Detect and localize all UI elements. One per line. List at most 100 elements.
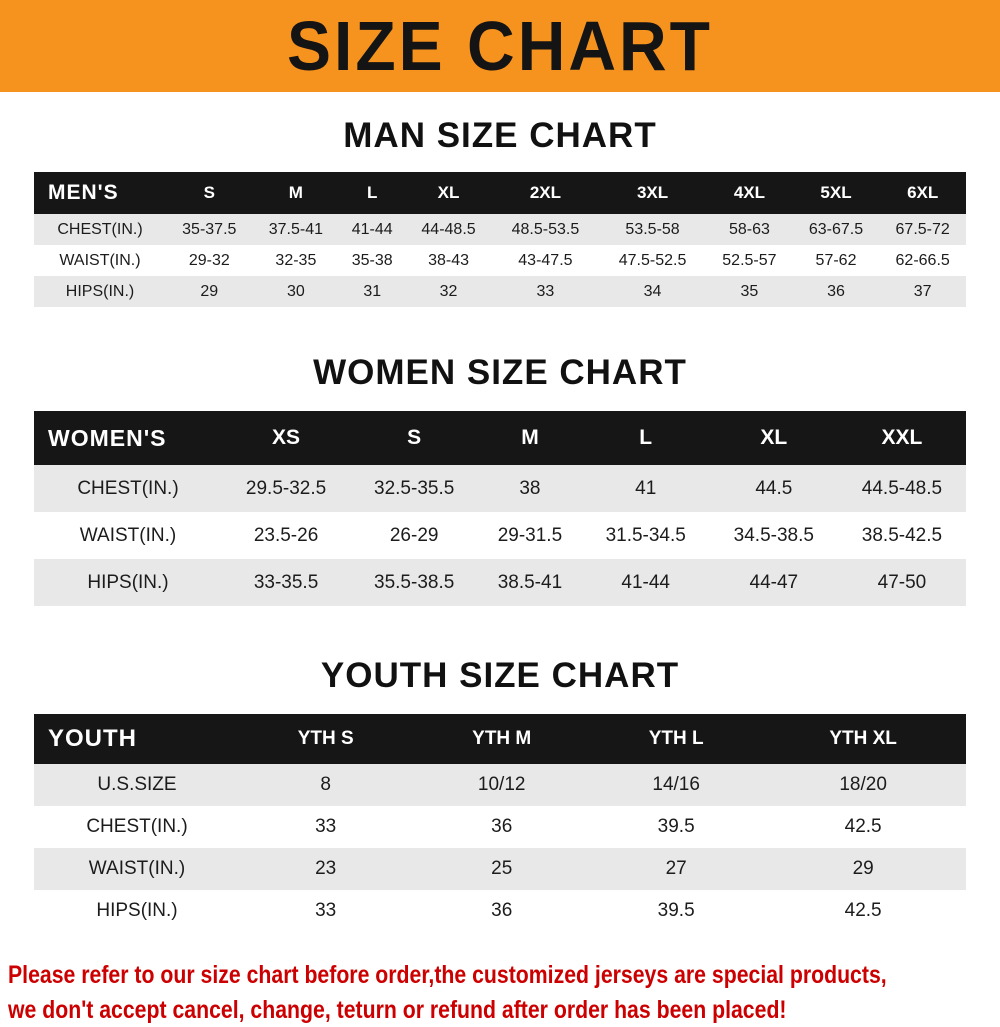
size-header-cell: L [339, 172, 405, 214]
table-title-cell: YOUTH [34, 714, 240, 764]
notice-line-2: we don't accept cancel, change, teturn o… [8, 993, 851, 1027]
value-cell: 42.5 [760, 806, 966, 848]
value-cell: 32 [405, 276, 492, 307]
row-label-cell: WAIST(IN.) [34, 848, 240, 890]
value-cell: 37.5-41 [253, 214, 340, 245]
size-header-cell: L [582, 411, 710, 465]
value-cell: 29 [760, 848, 966, 890]
value-cell: 33-35.5 [222, 559, 350, 606]
value-cell: 35-38 [339, 245, 405, 276]
value-cell: 33 [492, 276, 599, 307]
size-header-cell: 3XL [599, 172, 706, 214]
section-heading-women: WOMEN SIZE CHART [0, 353, 1000, 393]
size-header-cell: XL [405, 172, 492, 214]
size-header-cell: XS [222, 411, 350, 465]
value-cell: 42.5 [760, 890, 966, 932]
value-cell: 53.5-58 [599, 214, 706, 245]
footer-notice: Please refer to our size chart before or… [8, 958, 1000, 1027]
value-cell: 38.5-42.5 [838, 512, 966, 559]
value-cell: 10/12 [411, 764, 592, 806]
value-cell: 25 [411, 848, 592, 890]
size-header-cell: XXL [838, 411, 966, 465]
value-cell: 36 [411, 890, 592, 932]
section-heading-men: MAN SIZE CHART [0, 116, 1000, 156]
value-cell: 35 [706, 276, 793, 307]
size-header-cell: M [478, 411, 581, 465]
value-cell: 26-29 [350, 512, 478, 559]
table-title-cell: MEN'S [34, 172, 166, 214]
row-label-cell: HIPS(IN.) [34, 890, 240, 932]
value-cell: 29-32 [166, 245, 253, 276]
row-label-cell: HIPS(IN.) [34, 276, 166, 307]
size-header-cell: YTH S [240, 714, 411, 764]
value-cell: 48.5-53.5 [492, 214, 599, 245]
value-cell: 39.5 [592, 806, 760, 848]
size-header-cell: S [350, 411, 478, 465]
size-header-cell: YTH L [592, 714, 760, 764]
value-cell: 34 [599, 276, 706, 307]
value-cell: 44-48.5 [405, 214, 492, 245]
value-cell: 14/16 [592, 764, 760, 806]
size-header-cell: 5XL [793, 172, 880, 214]
size-header-cell: 6XL [879, 172, 966, 214]
value-cell: 18/20 [760, 764, 966, 806]
value-cell: 41-44 [339, 214, 405, 245]
value-cell: 23 [240, 848, 411, 890]
size-header-cell: 2XL [492, 172, 599, 214]
size-header-cell: 4XL [706, 172, 793, 214]
row-label-cell: HIPS(IN.) [34, 559, 222, 606]
value-cell: 36 [793, 276, 880, 307]
value-cell: 67.5-72 [879, 214, 966, 245]
value-cell: 57-62 [793, 245, 880, 276]
value-cell: 39.5 [592, 890, 760, 932]
table-title-cell: WOMEN'S [34, 411, 222, 465]
value-cell: 34.5-38.5 [710, 512, 838, 559]
size-header-cell: YTH M [411, 714, 592, 764]
value-cell: 62-66.5 [879, 245, 966, 276]
page-title: SIZE CHART [287, 6, 713, 86]
banner: SIZE CHART [0, 0, 1000, 92]
row-label-cell: CHEST(IN.) [34, 214, 166, 245]
value-cell: 29-31.5 [478, 512, 581, 559]
value-cell: 47-50 [838, 559, 966, 606]
value-cell: 35.5-38.5 [350, 559, 478, 606]
value-cell: 63-67.5 [793, 214, 880, 245]
value-cell: 32.5-35.5 [350, 465, 478, 512]
size-header-cell: XL [710, 411, 838, 465]
value-cell: 27 [592, 848, 760, 890]
row-label-cell: WAIST(IN.) [34, 512, 222, 559]
size-header-cell: M [253, 172, 340, 214]
row-label-cell: WAIST(IN.) [34, 245, 166, 276]
value-cell: 36 [411, 806, 592, 848]
section-heading-youth: YOUTH SIZE CHART [0, 656, 1000, 696]
value-cell: 35-37.5 [166, 214, 253, 245]
value-cell: 41 [582, 465, 710, 512]
value-cell: 44.5 [710, 465, 838, 512]
row-label-cell: CHEST(IN.) [34, 806, 240, 848]
value-cell: 23.5-26 [222, 512, 350, 559]
value-cell: 29 [166, 276, 253, 307]
value-cell: 30 [253, 276, 340, 307]
value-cell: 38 [478, 465, 581, 512]
value-cell: 33 [240, 890, 411, 932]
value-cell: 33 [240, 806, 411, 848]
value-cell: 31.5-34.5 [582, 512, 710, 559]
row-label-cell: CHEST(IN.) [34, 465, 222, 512]
size-header-cell: YTH XL [760, 714, 966, 764]
